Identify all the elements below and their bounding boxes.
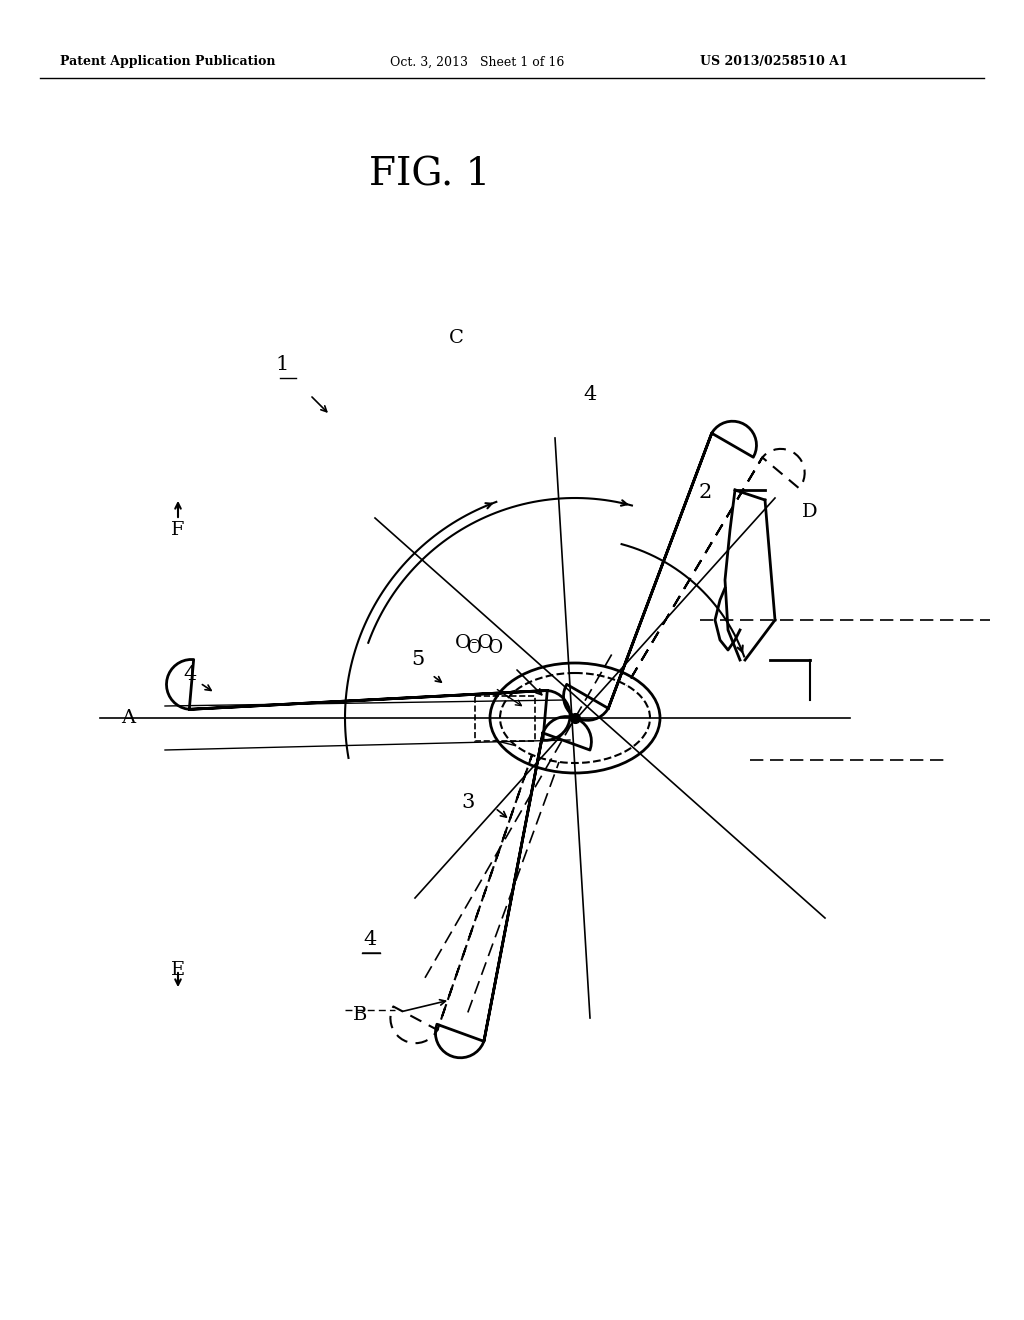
Text: US 2013/0258510 A1: US 2013/0258510 A1 — [700, 55, 848, 69]
Text: D: D — [802, 503, 818, 521]
Text: 4: 4 — [183, 665, 197, 684]
Text: C: C — [449, 329, 464, 347]
Polygon shape — [563, 421, 757, 721]
Text: O-O: O-O — [456, 634, 495, 652]
Ellipse shape — [500, 673, 650, 763]
Text: O-O: O-O — [467, 639, 503, 657]
Text: E: E — [171, 961, 185, 979]
Text: 3: 3 — [462, 793, 475, 812]
Text: F: F — [171, 521, 184, 539]
Text: FIG. 1: FIG. 1 — [370, 157, 490, 194]
Text: 4: 4 — [364, 931, 377, 949]
Text: 5: 5 — [412, 649, 425, 669]
Text: Oct. 3, 2013   Sheet 1 of 16: Oct. 3, 2013 Sheet 1 of 16 — [390, 55, 564, 69]
Text: 1: 1 — [275, 355, 289, 374]
Text: 4: 4 — [584, 385, 597, 404]
Polygon shape — [167, 660, 570, 741]
Polygon shape — [435, 717, 592, 1057]
Text: B: B — [353, 1006, 368, 1024]
Text: 2: 2 — [698, 483, 712, 502]
Text: A: A — [121, 709, 135, 727]
Text: Patent Application Publication: Patent Application Publication — [60, 55, 275, 69]
Bar — [475, 696, 535, 741]
